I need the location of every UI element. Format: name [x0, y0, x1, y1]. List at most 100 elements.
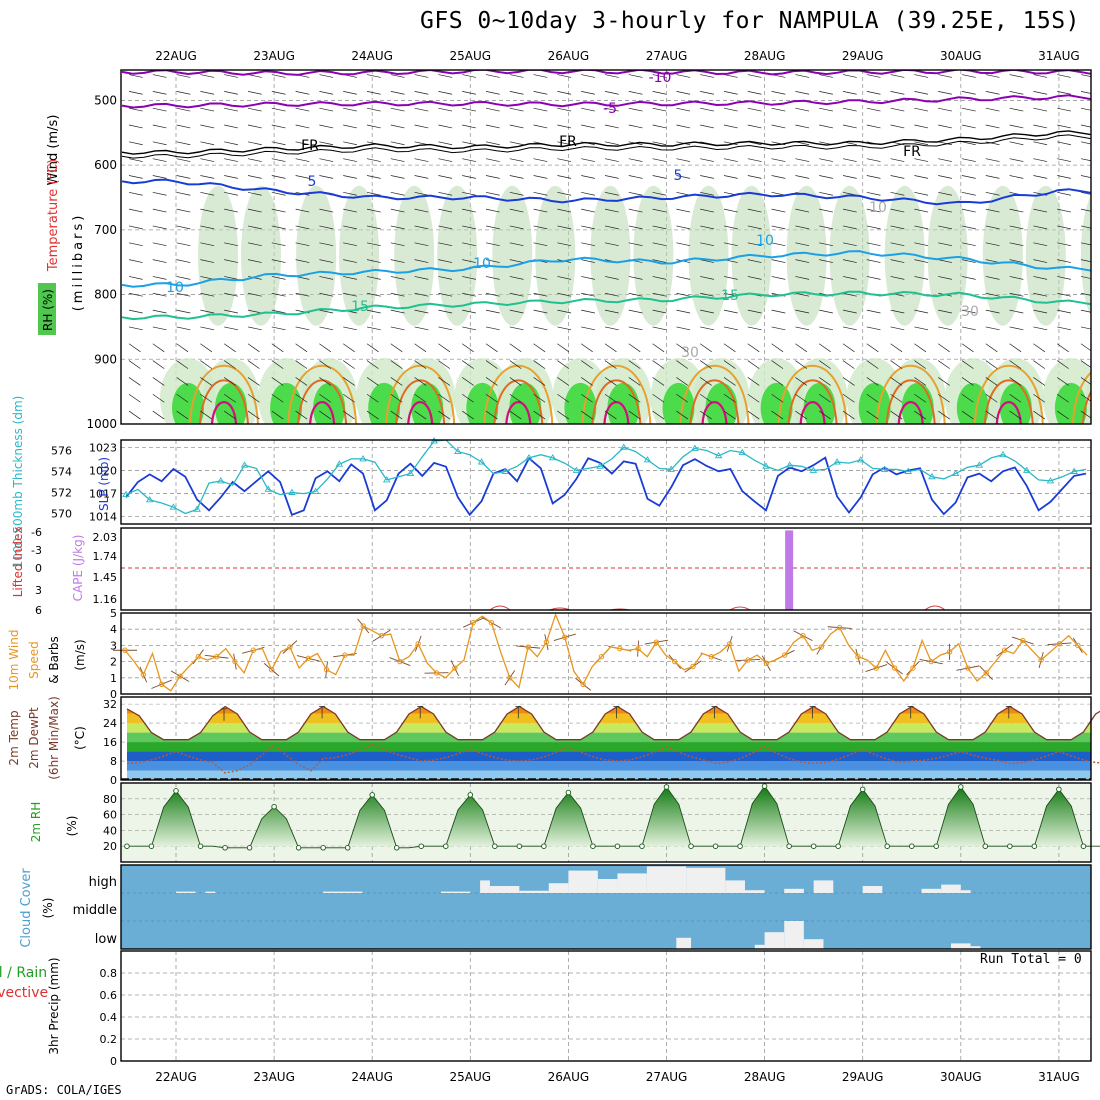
- wind-barb: [676, 309, 691, 314]
- cloud-block: [862, 886, 883, 893]
- wind-barb: [1033, 208, 1048, 213]
- wind-barb: [128, 326, 143, 331]
- wind-barb: [985, 158, 1000, 162]
- wind-barb: [485, 175, 500, 179]
- rh-point: [443, 843, 449, 849]
- wind-barb: [414, 309, 429, 314]
- wind-barb: [485, 276, 500, 280]
- wind-barb: [985, 74, 1000, 78]
- wind-barb: [771, 91, 786, 95]
- wind-barb: [533, 175, 548, 179]
- wind-speed-point: [543, 639, 550, 645]
- contour-label: 30: [681, 345, 699, 361]
- thickness-point: [264, 485, 273, 492]
- isotherm-20: [1071, 371, 1091, 424]
- wind-barb: [152, 225, 167, 230]
- wind-barb: [224, 74, 238, 78]
- wind-barb: [414, 326, 429, 331]
- wind-barb: [295, 360, 308, 369]
- wind-barb: [723, 410, 736, 420]
- slp-line: [125, 456, 1087, 517]
- cloud-block: [744, 890, 765, 893]
- wind-barb: [700, 276, 714, 280]
- thickness-point: [193, 505, 201, 512]
- wind-barb: [200, 74, 215, 78]
- wind-barb: [1033, 309, 1048, 314]
- isotherm--5: [121, 94, 1091, 109]
- wind-barb: [652, 276, 667, 280]
- wind-barb: [462, 74, 476, 78]
- wind-barb: [152, 208, 167, 213]
- wind-speed-point: [268, 667, 275, 673]
- wind-barb: [938, 208, 952, 213]
- cloud-low-label: low: [95, 932, 118, 947]
- wind-barb: [533, 208, 548, 213]
- wind-barb: [176, 326, 191, 331]
- wind-barb: [747, 276, 762, 280]
- wind-barb: [700, 208, 714, 213]
- wind-barb: [938, 326, 952, 331]
- temp-tick-label: 0: [110, 774, 117, 787]
- wind-barb: [961, 360, 974, 369]
- wind-barb: [842, 91, 857, 95]
- dewpoint-label: 2m DewPt: [27, 707, 41, 769]
- wind-barb: [771, 393, 784, 403]
- wind-barb: [938, 74, 952, 78]
- wind-speed-point: [690, 663, 696, 670]
- rh-shade-high: [270, 382, 303, 424]
- wind-barb: [509, 74, 524, 78]
- rh-point: [1031, 843, 1038, 849]
- wind-barb: [628, 124, 643, 129]
- cloud-block: [921, 888, 942, 893]
- wind-barb: [1057, 326, 1071, 331]
- wind-barb: [628, 377, 641, 386]
- wind-barb: [938, 259, 952, 263]
- wind-barb: [652, 360, 665, 369]
- wind-barb: [557, 107, 572, 112]
- wind-barb: [223, 377, 236, 386]
- isotherm-30: [309, 401, 336, 424]
- wind-barb: [390, 175, 405, 179]
- li-trace: [924, 605, 946, 611]
- wind-barb: [628, 242, 643, 247]
- wind-barb: [890, 393, 903, 403]
- wind-barb: [1080, 91, 1091, 94]
- rh-tick-label: 40: [103, 824, 117, 837]
- wind-barb: [247, 208, 262, 213]
- wind-barb: [795, 360, 808, 369]
- slp-axis-label: SLP (mb): [97, 457, 111, 511]
- wind-barb: [557, 343, 570, 353]
- wind-barb: [176, 191, 191, 196]
- wind-barb: [723, 276, 738, 280]
- wind-barb: [485, 141, 500, 146]
- wind-barb: [533, 292, 548, 297]
- wind-barb: [295, 141, 310, 146]
- isotherm-25: [885, 379, 936, 424]
- li-tick-label: -3: [31, 544, 42, 557]
- slp-panel-frame: [120, 439, 1092, 525]
- wind-barb: [581, 242, 595, 247]
- wind-barb: [985, 292, 1000, 297]
- wind-barb: [224, 91, 238, 95]
- thickness-point: [951, 469, 960, 477]
- wind-barb: [414, 377, 427, 386]
- wind-barb: [676, 276, 691, 280]
- wind-barb: [224, 292, 238, 297]
- wind-barb: [795, 326, 810, 331]
- wind-barb: [343, 91, 357, 95]
- wind-barb: [1080, 191, 1091, 195]
- wind-barb: [771, 259, 786, 263]
- wind-barb: [604, 343, 617, 353]
- rh-tick-label: 20: [103, 840, 117, 853]
- wind-barb: [628, 410, 641, 420]
- wind-speed-point: [232, 658, 238, 665]
- pressure-tick-label: 900: [94, 352, 117, 366]
- wind-barb: [200, 242, 215, 247]
- wind-barb: [985, 259, 1000, 263]
- wind-barb: [866, 242, 881, 247]
- wind-barb: [747, 124, 762, 129]
- wind-barb: [938, 191, 952, 196]
- wind-barb: [747, 309, 762, 314]
- wind-barb: [842, 326, 857, 331]
- wind-barb: [628, 208, 643, 213]
